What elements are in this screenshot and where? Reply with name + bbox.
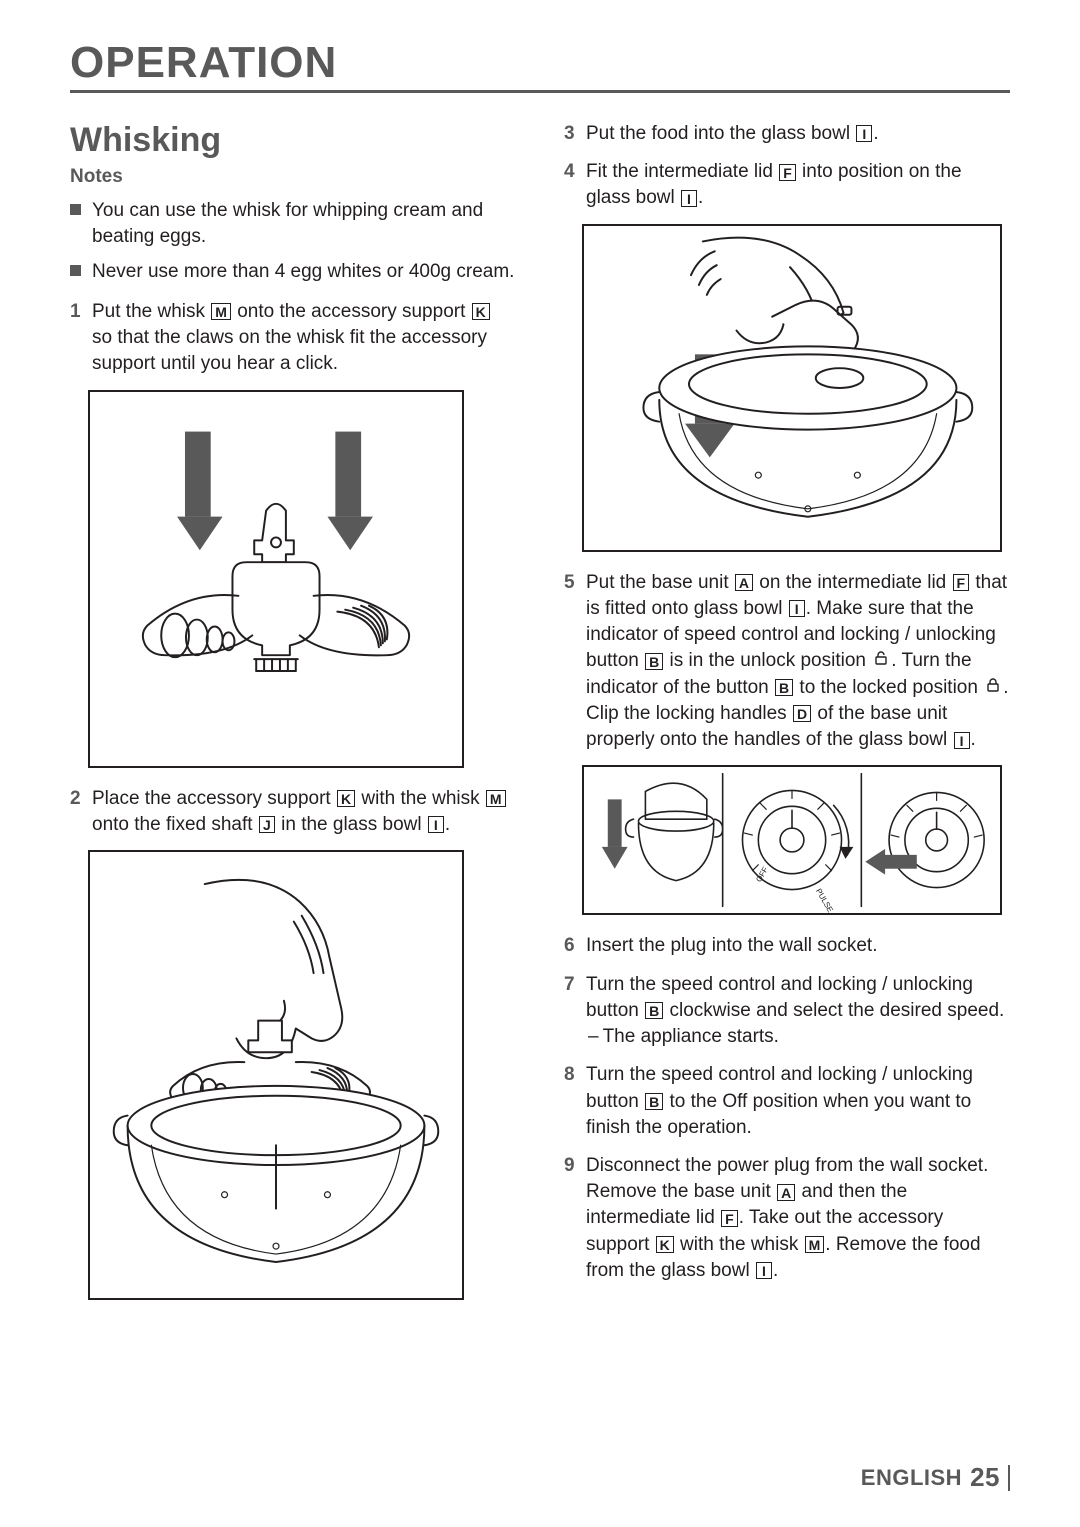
step-5: 5 Put the base unit A on the intermediat… [564,570,1010,754]
part-ref-i: I [428,816,444,833]
step-text: . [873,123,878,144]
step-number: 9 [564,1153,575,1179]
part-ref-k: K [337,790,355,807]
step-4: 4 Fit the intermediate lid F into positi… [564,159,1010,211]
step-number: 5 [564,570,575,596]
step-text: Put the food into the glass bowl [586,123,855,144]
steps-right-3: 6 Insert the plug into the wall socket. … [564,933,1010,1284]
step-number: 8 [564,1062,575,1088]
part-ref-k: K [656,1236,674,1253]
content-columns: Whisking Notes You can use the whisk for… [70,121,1010,1318]
step-number: 7 [564,972,575,998]
step-9: 9 Disconnect the power plug from the wal… [564,1153,1010,1284]
step-8: 8 Turn the speed control and locking / u… [564,1062,1010,1141]
left-column: Whisking Notes You can use the whisk for… [70,121,516,1318]
step-1: 1 Put the whisk M onto the accessory sup… [70,299,516,378]
step-number: 4 [564,159,575,185]
step-text: clockwise and select the desired speed. [664,1000,1004,1021]
dash: – [588,1026,599,1047]
part-ref-i: I [789,600,805,617]
step-text: Place the accessory support [92,788,336,809]
step-text: with the whisk [675,1234,804,1255]
step-text: on the intermediate lid [754,572,952,593]
section-title: Whisking [70,121,516,160]
steps-left: 1 Put the whisk M onto the accessory sup… [70,299,516,378]
figure-whisk-support [88,390,464,768]
step-text: Fit the intermediate lid [586,161,778,182]
unlock-icon [873,648,889,674]
step-text: . [698,187,703,208]
step-text: with the whisk [356,788,485,809]
part-ref-f: F [953,574,970,591]
part-ref-f: F [779,164,796,181]
part-ref-d: D [793,705,811,722]
part-ref-f: F [721,1210,738,1227]
step-text: Put the whisk [92,301,210,322]
step-text: Insert the plug into the wall socket. [586,935,878,956]
svg-text:PULSE: PULSE [814,887,835,914]
step-text: The appliance starts. [603,1026,779,1047]
part-ref-m: M [486,790,506,807]
notes-label: Notes [70,166,516,188]
part-ref-i: I [756,1262,772,1279]
step-6: 6 Insert the plug into the wall socket. [564,933,1010,959]
part-ref-b: B [775,679,793,696]
step-7-sub: –The appliance starts. [586,1024,1010,1050]
part-ref-a: A [735,574,753,591]
steps-right-2: 5 Put the base unit A on the intermediat… [564,570,1010,754]
part-ref-m: M [211,303,231,320]
part-ref-i: I [681,190,697,207]
part-ref-j: J [259,816,275,833]
step-text: onto the accessory support [232,301,471,322]
step-text: onto the fixed shaft [92,814,258,835]
note-item: Never use more than 4 egg whites or 400g… [70,259,516,285]
step-text: in the glass bowl [276,814,427,835]
part-ref-b: B [645,1093,663,1110]
figure-place-in-bowl [88,850,464,1300]
part-ref-b: B [645,653,663,670]
part-ref-i: I [856,125,872,142]
lock-icon [985,675,1001,701]
svg-text:OFF: OFF [754,866,770,884]
notes-list: You can use the whisk for whipping cream… [70,198,516,285]
steps-right: 3 Put the food into the glass bowl I. 4 … [564,121,1010,212]
figure-base-unit-panels: OFF PULSE [582,765,1002,915]
step-2: 2 Place the accessory support K with the… [70,786,516,838]
page-footer: ENGLISH 25 [861,1462,1010,1493]
part-ref-k: K [472,303,490,320]
step-text: is in the unlock position [664,650,871,671]
step-7: 7 Turn the speed control and locking / u… [564,972,1010,1051]
step-text: . [971,729,976,750]
footer-page-number: 25 [970,1462,1000,1493]
step-number: 6 [564,933,575,959]
step-text: so that the claws on the whisk fit the a… [92,327,487,374]
footer-divider [1008,1465,1010,1491]
footer-language: ENGLISH [861,1465,962,1491]
part-ref-b: B [645,1002,663,1019]
step-text: Put the base unit [586,572,734,593]
note-item: You can use the whisk for whipping cream… [70,198,516,249]
figure-lid-on-bowl [582,224,1002,552]
right-column: 3 Put the food into the glass bowl I. 4 … [564,121,1010,1318]
part-ref-a: A [777,1184,795,1201]
part-ref-i: I [954,732,970,749]
part-ref-m: M [805,1236,825,1253]
page-title: OPERATION [70,38,1010,93]
step-3: 3 Put the food into the glass bowl I. [564,121,1010,147]
step-text: . [773,1260,778,1281]
step-number: 1 [70,299,81,325]
step-text: to the locked position [794,677,983,698]
step-text: . [445,814,450,835]
step-number: 2 [70,786,81,812]
step-number: 3 [564,121,575,147]
steps-left-2: 2 Place the accessory support K with the… [70,786,516,838]
